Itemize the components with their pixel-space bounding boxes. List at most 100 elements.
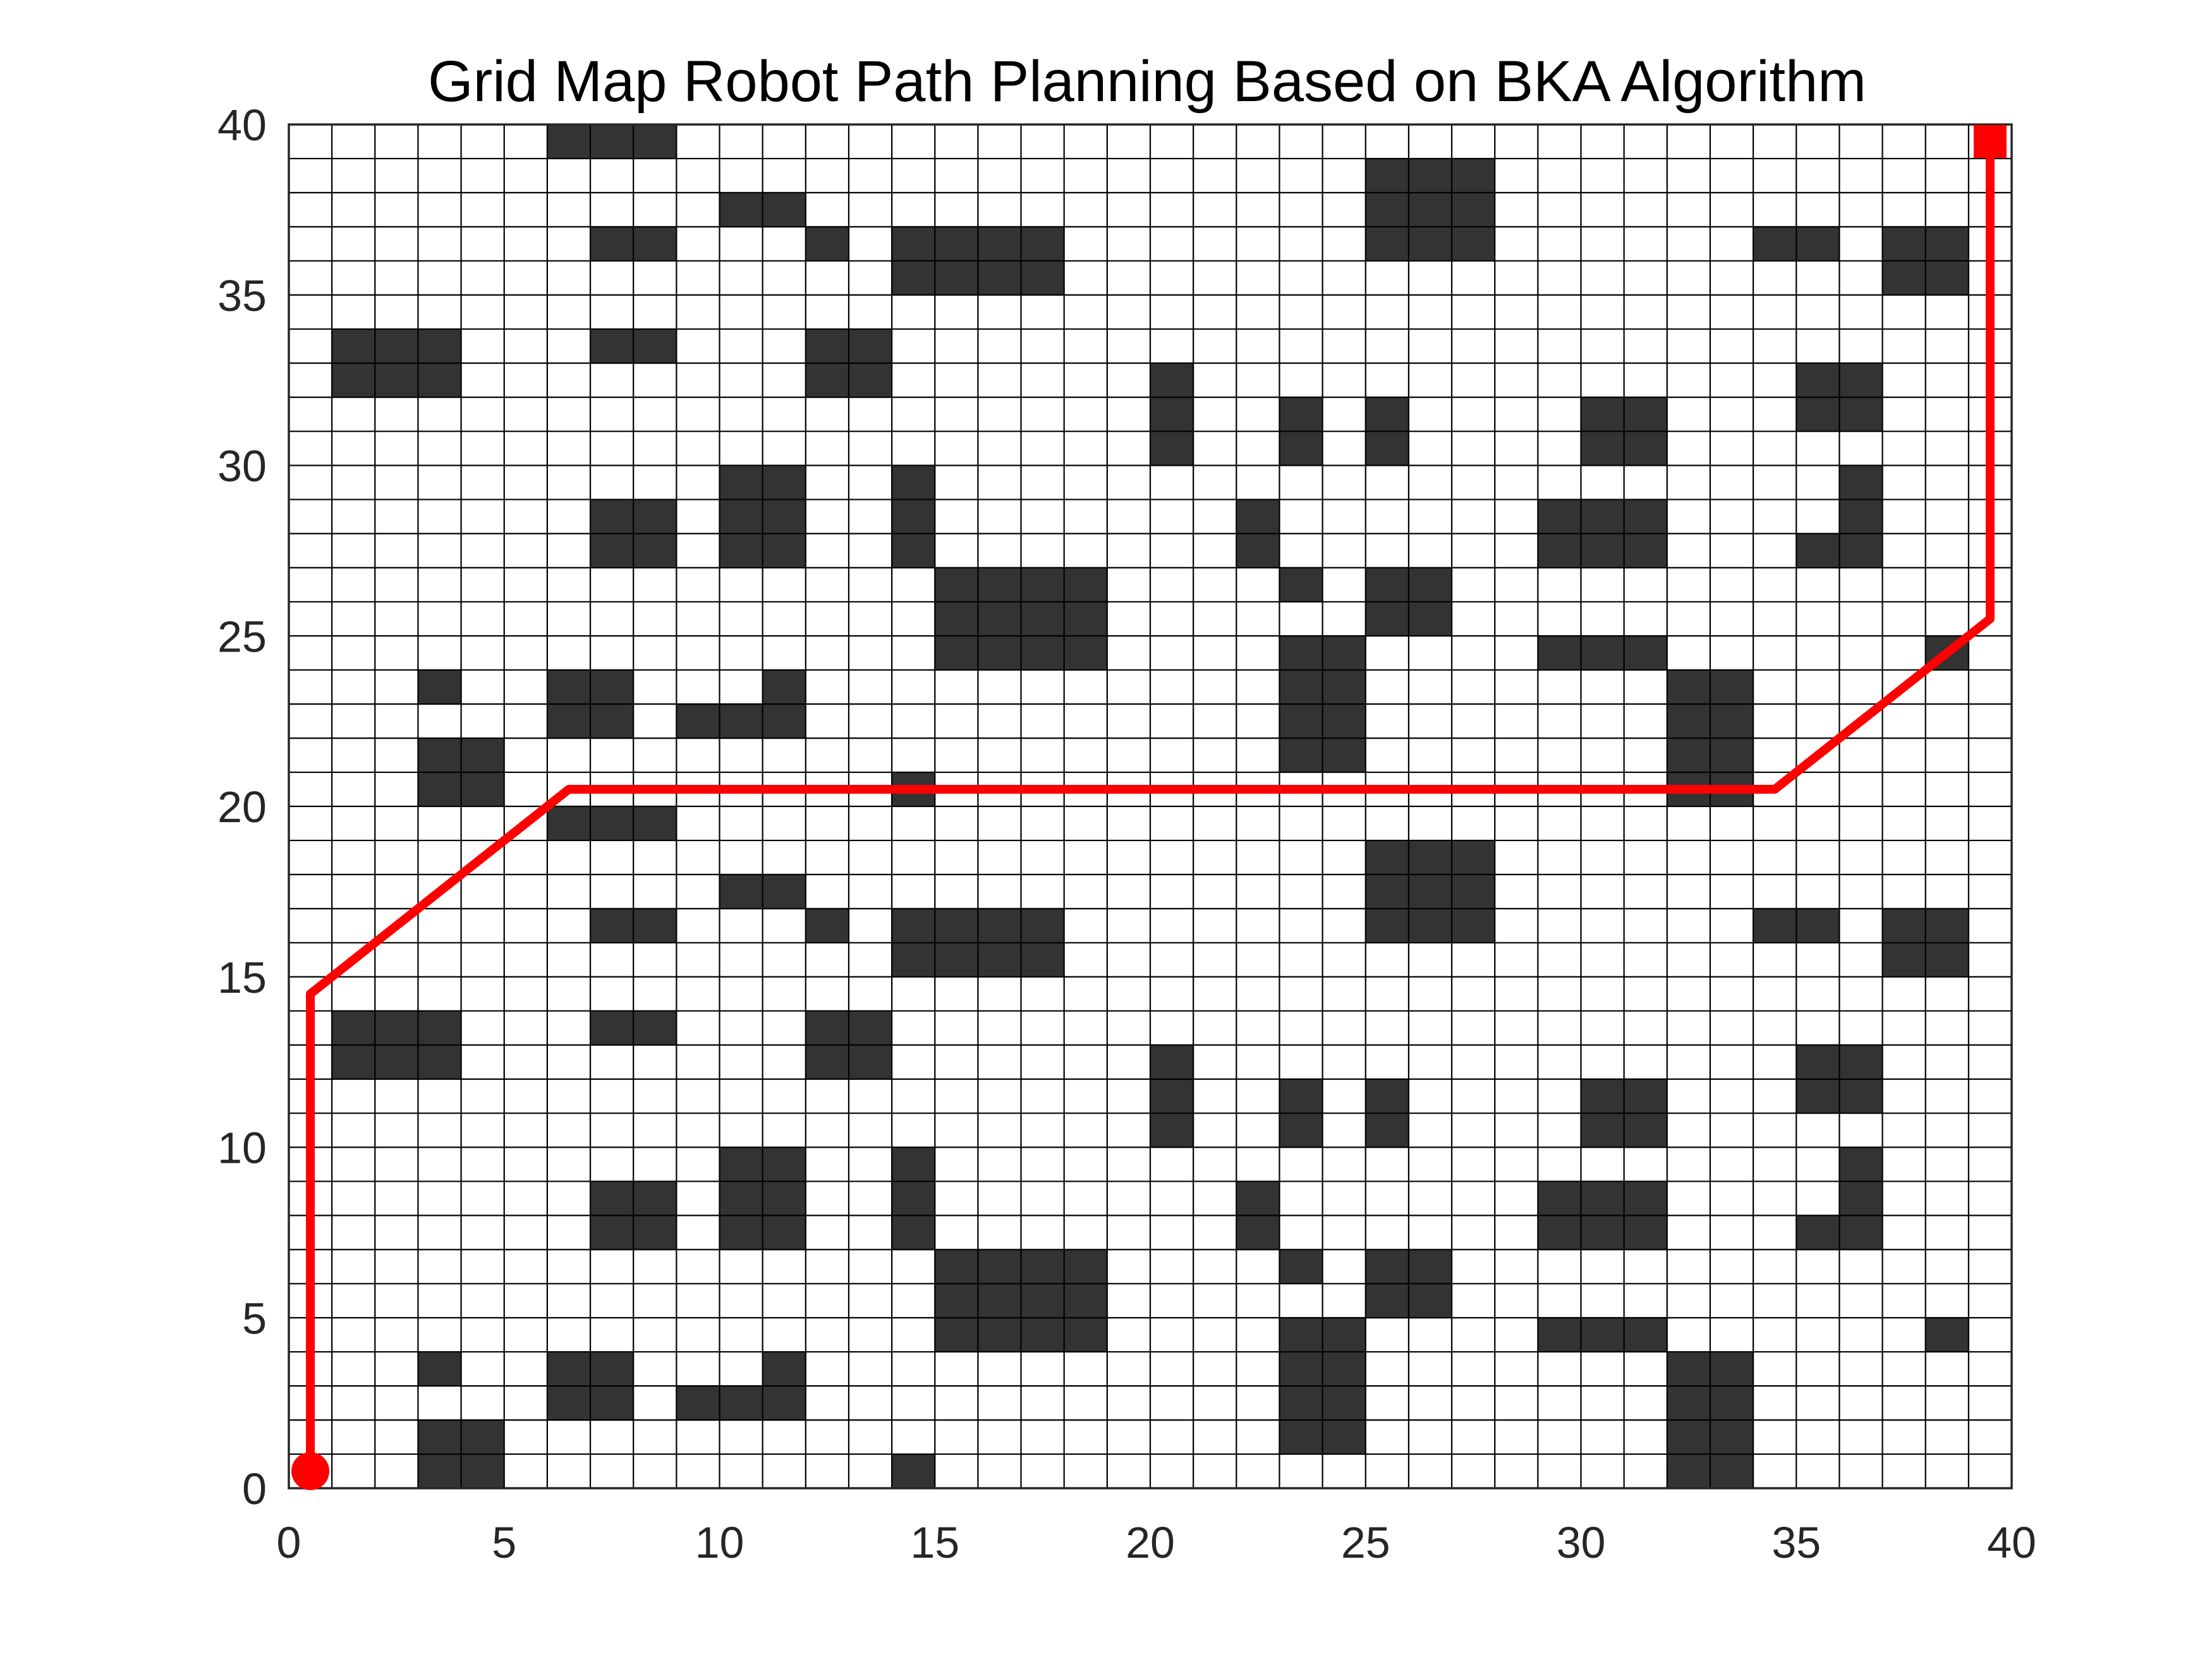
obstacle-cell [935,1318,978,1352]
obstacle-cell [1408,840,1452,875]
obstacle-cell [1150,1045,1194,1079]
obstacle-cell [1279,636,1323,670]
obstacle-cell [1925,908,1969,943]
obstacle-cell [633,533,677,568]
obstacle-cell [1365,1113,1409,1148]
obstacle-cell [1365,1079,1409,1113]
obstacle-cell [848,329,892,363]
obstacle-cell [590,533,634,568]
obstacle-cell [1882,260,1926,295]
obstacle-cell [1667,1352,1710,1386]
obstacle-cell [1021,942,1064,977]
obstacle-cell [1624,499,1667,534]
obstacle-cell [1279,704,1323,739]
obstacle-cell [1839,1215,1883,1250]
obstacle-cell [935,942,978,977]
obstacle-cell [418,363,461,397]
obstacle-cell [418,1352,461,1386]
obstacle-cell [1365,397,1409,432]
obstacle-cell [1882,226,1926,261]
obstacle-cell [1581,1113,1624,1148]
obstacle-cell [1581,533,1624,568]
obstacle-cell [762,1147,806,1182]
obstacle-cell [1624,431,1667,466]
obstacle-cell [590,1181,634,1216]
axes-frame [288,123,2013,1489]
obstacle-cell [1839,1147,1883,1182]
start-marker [291,1452,330,1491]
obstacle-cell [1279,567,1323,602]
obstacle-cell [1279,738,1323,773]
obstacle-cell [590,704,634,739]
obstacle-cell [1452,840,1495,875]
obstacle-cell [892,533,935,568]
obstacle-cell [935,1283,978,1318]
obstacle-cell [461,772,504,806]
obstacle-cell [848,1010,892,1045]
obstacle-cell [719,1386,763,1421]
obstacle-cell [1710,704,1754,739]
obstacle-cell [1021,636,1064,670]
obstacle-cell [762,670,806,705]
obstacle-cell [1710,1420,1754,1455]
obstacle-cell [719,533,763,568]
obstacle-cell [1710,1386,1754,1421]
obstacle-cell [892,465,935,500]
obstacle-cell [1365,874,1409,909]
y-tick-label: 20 [217,782,267,832]
obstacle-cell [1021,1283,1064,1318]
obstacle-cell [762,192,806,227]
obstacle-cell [1581,1181,1624,1216]
obstacle-cell [1279,1352,1323,1386]
obstacle-cell [1322,1386,1366,1421]
obstacle-cell [978,942,1021,977]
obstacle-cell [1408,908,1452,943]
obstacle-cell [1279,431,1323,466]
obstacle-cell [1882,908,1926,943]
robot-path [291,124,2007,1491]
obstacle-cell [633,226,677,261]
obstacle-cell [1581,1079,1624,1113]
obstacle-cell [892,226,935,261]
obstacle-cell [1365,431,1409,466]
obstacle-cell [1753,908,1797,943]
obstacle-cell [719,499,763,534]
x-tick-label: 0 [277,1518,301,1567]
obstacle-cell [1322,1318,1366,1352]
obstacle-cell [978,260,1021,295]
obstacle-cell [1796,397,1840,432]
obstacle-cell [1753,226,1797,261]
obstacle-cell [1279,1249,1323,1284]
obstacle-cell [1150,397,1194,432]
obstacle-cell [1064,1249,1107,1284]
obstacle-cell [633,1215,677,1250]
obstacle-cell [762,874,806,909]
obstacle-cell [762,1215,806,1250]
x-tick-label: 25 [1341,1518,1390,1567]
obstacle-cell [1365,1283,1409,1318]
obstacle-cell [1322,670,1366,705]
obstacle-cell [1021,260,1064,295]
obstacle-cell [1538,1181,1581,1216]
obstacle-cell [676,704,720,739]
obstacle-cell [1279,1113,1323,1148]
obstacle-cell [935,1249,978,1284]
y-tick-label: 30 [217,442,267,491]
obstacle-cell [1667,738,1710,773]
obstacle-cell [848,363,892,397]
obstacle-cell [935,260,978,295]
obstacle-cell [978,226,1021,261]
obstacle-cell [1624,533,1667,568]
obstacle-cell [978,567,1021,602]
obstacle-cell [719,192,763,227]
obstacle-cell [1408,1249,1452,1284]
obstacle-cell [1538,1215,1581,1250]
obstacle-cell [590,1010,634,1045]
y-tick-label: 40 [217,100,267,150]
obstacle-cell [892,942,935,977]
obstacle-cell [1710,1352,1754,1386]
obstacle-cell [978,1283,1021,1318]
obstacle-cell [935,636,978,670]
obstacle-cell [547,806,591,840]
obstacle-cell [1452,874,1495,909]
